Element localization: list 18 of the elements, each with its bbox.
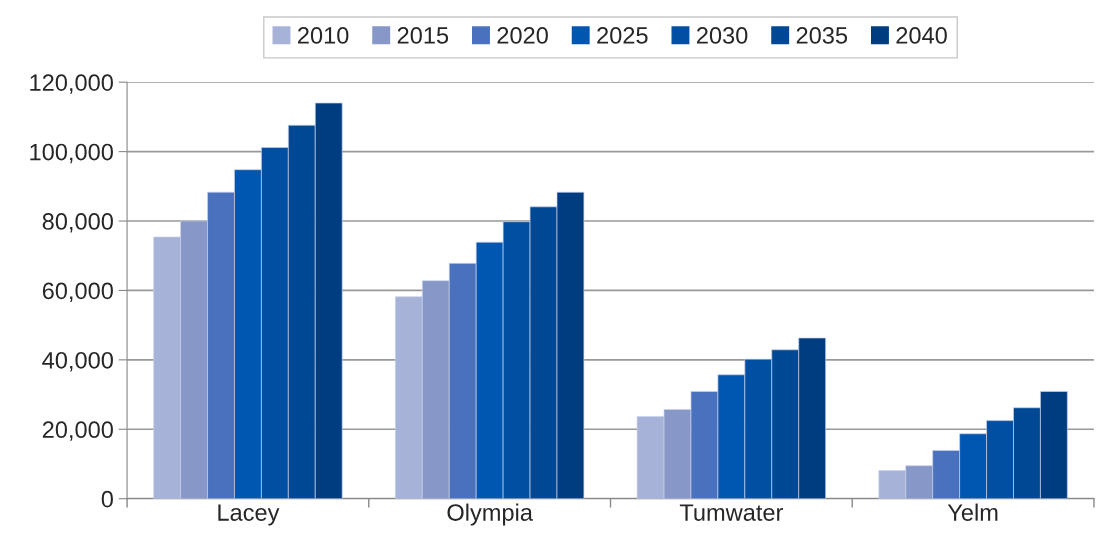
legend-label: 2020 [497, 27, 548, 44]
y-tick-label: 20,000 [42, 421, 113, 441]
legend-label: 2015 [397, 27, 449, 44]
x-tick-label: Tumwater [679, 504, 784, 521]
x-tick-label: Lacey [218, 504, 280, 526]
legend-label: 2035 [796, 27, 848, 44]
y-tick-label: 60,000 [42, 282, 113, 303]
legend-label: 2030 [696, 27, 748, 44]
x-tick-label: Olympia [447, 503, 533, 526]
y-tick-label: 100,000 [30, 143, 113, 164]
y-tick-label: 0 [101, 490, 113, 508]
x-tick-label: Yelm [947, 503, 998, 521]
legend-label: 2010 [298, 27, 349, 44]
y-tick-label: 40,000 [42, 351, 113, 372]
legend-label: 2025 [597, 27, 648, 44]
y-tick-label: 80,000 [42, 213, 113, 233]
y-tick-label: 120,000 [30, 74, 113, 94]
legend-label: 2040 [896, 27, 947, 44]
